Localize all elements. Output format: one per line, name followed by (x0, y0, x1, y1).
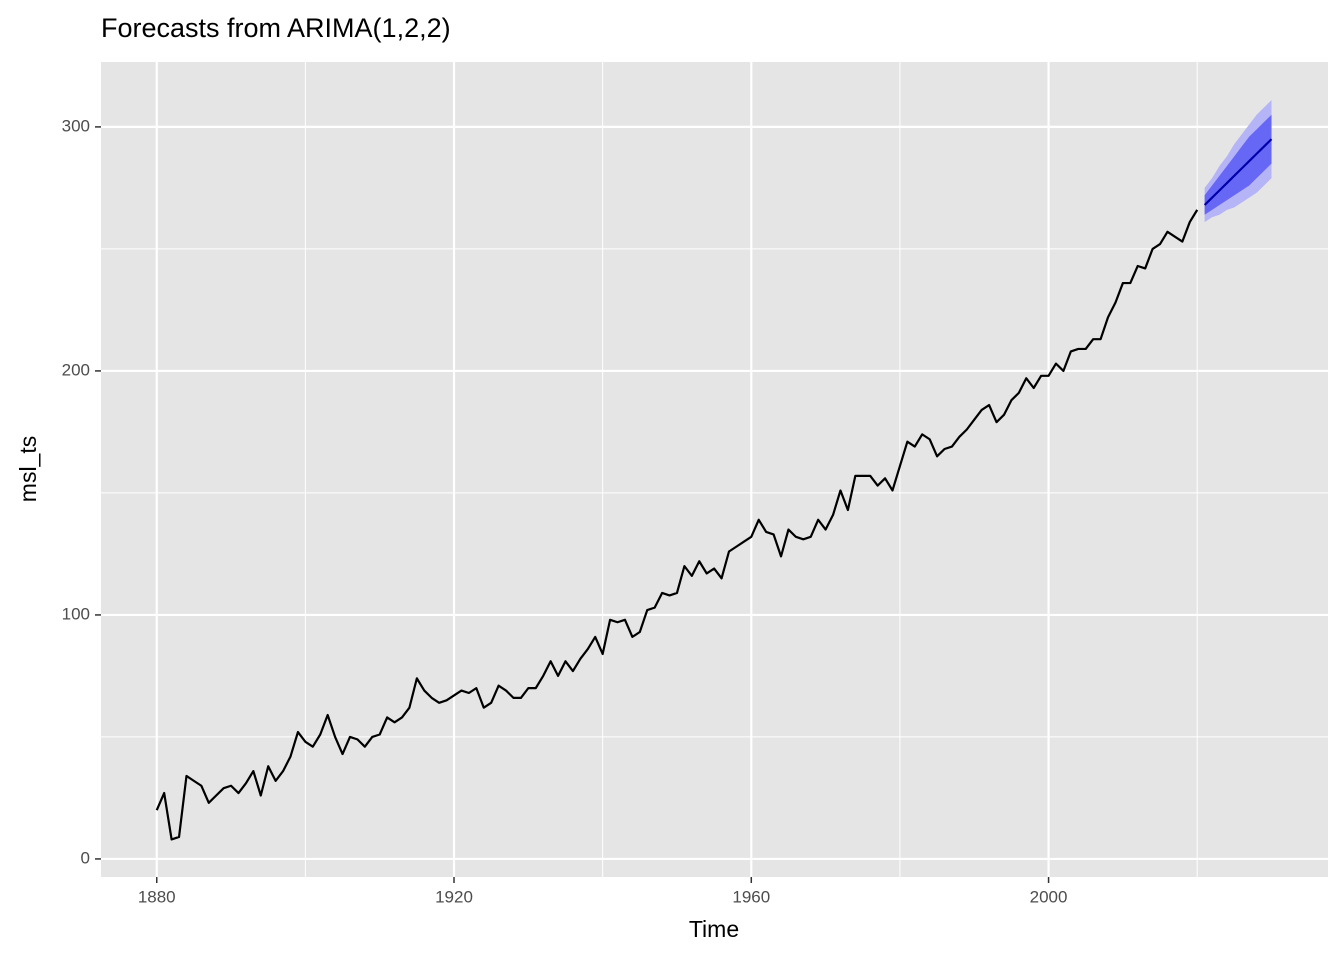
x-tick-label: 1880 (138, 887, 176, 906)
y-tick-label: 200 (62, 360, 90, 379)
y-axis-title: msl_ts (15, 436, 41, 502)
y-tick-label: 0 (81, 848, 90, 867)
history-line (155, 209, 1199, 841)
x-tick-label: 2000 (1030, 887, 1068, 906)
chart-title: Forecasts from ARIMA(1,2,2) (101, 13, 451, 43)
x-axis-title: Time (689, 916, 739, 942)
y-tick-label: 100 (62, 604, 90, 623)
x-tick-label: 1960 (732, 887, 770, 906)
panel (101, 62, 1328, 877)
y-tick-label: 300 (62, 116, 90, 135)
plot-layer (101, 62, 1328, 877)
x-tick-label: 1920 (435, 887, 473, 906)
forecast-line (1203, 138, 1273, 206)
